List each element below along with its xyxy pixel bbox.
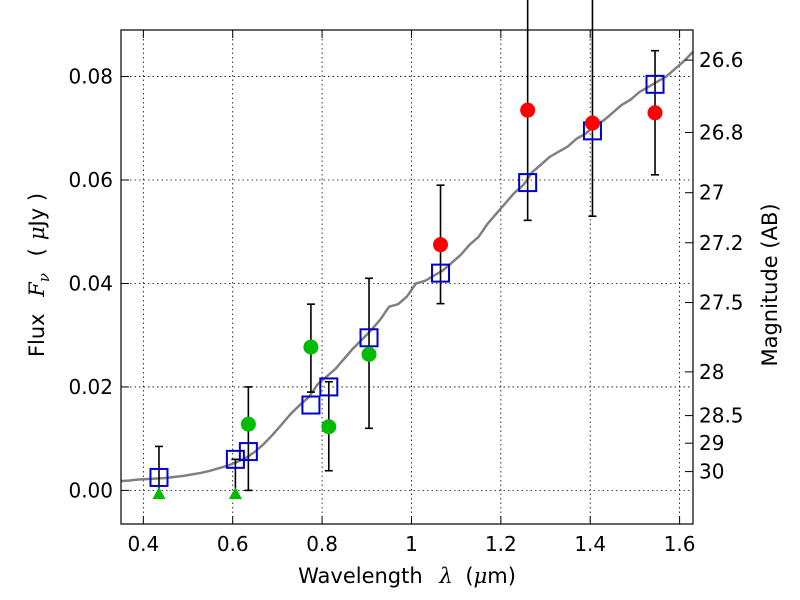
y2-tick-label: 26.6: [699, 48, 744, 72]
plot-frame: [120, 29, 694, 525]
y-tick-label: 0.02: [68, 375, 113, 399]
x-tick-label: 0.6: [217, 532, 249, 556]
y2-tick-label: 27.5: [699, 291, 744, 315]
y2-tick-label: 30: [699, 460, 724, 484]
y-axis-ticks: 0.00 0.02 0.04 0.06 0.08: [68, 65, 129, 502]
y-axis-label-subscript: ν: [35, 273, 53, 282]
y-axis-label-symbol: F: [25, 281, 49, 298]
y-tick-label: 0.06: [68, 168, 113, 192]
y2-tick-label: 28.5: [699, 404, 744, 428]
y-axis-label: Flux Fν ( μJy ): [25, 193, 54, 357]
model-photometry-point: [518, 173, 538, 193]
x-tick-label: 0.8: [306, 532, 338, 556]
x-tick-label: 1.2: [485, 532, 517, 556]
weak-detection-point: [321, 419, 337, 435]
y-axis-label-unit-open: (: [25, 248, 49, 256]
y2-axis-label: Magnitude (AB): [758, 203, 782, 366]
y2-tick-label: 29: [699, 431, 724, 455]
x-tick-label: 1.4: [574, 532, 606, 556]
model-photometry-point: [359, 328, 379, 348]
y2-tick-label: 27: [699, 181, 724, 205]
x-axis-label: Wavelength λ (μm): [298, 564, 516, 588]
detection-point: [520, 102, 536, 118]
detection-point: [433, 237, 449, 253]
model-photometry-point: [319, 377, 339, 397]
y-axis-label-unit-symbol: μ: [25, 226, 49, 240]
model-photometry-point: [149, 467, 169, 487]
model-photometry-point: [238, 442, 258, 462]
x-axis-ticks: 0.4 0.6 0.8 1 1.2 1.4 1.6: [127, 30, 696, 556]
y2-tick-label: 28: [699, 360, 724, 384]
y-axis-label-text: Flux: [25, 313, 49, 357]
y-tick-label: 0.08: [68, 65, 113, 89]
x-tick-label: 1.6: [664, 532, 696, 556]
x-axis-label-unit-open: (: [465, 564, 473, 588]
weak-detection-point: [303, 339, 319, 355]
y2-axis-ticks: 26.6 26.8 27 27.2 27.5 28 28.5 29 30: [685, 48, 744, 484]
y-axis-label-unit-rest: Jy ): [25, 193, 49, 229]
x-axis-label-unit-rest: m): [487, 564, 516, 588]
model-photometry-point: [301, 395, 321, 415]
x-axis-label-unit-symbol: μ: [474, 564, 488, 588]
x-tick-label: 1: [405, 532, 418, 556]
upper-limit-point: [228, 486, 242, 499]
detection-point: [584, 115, 600, 131]
model-photometry-point: [431, 263, 451, 283]
y-tick-label: 0.04: [68, 271, 113, 295]
y2-tick-label: 26.8: [699, 120, 744, 144]
y2-tick-label: 27.2: [699, 231, 744, 255]
upper-limit-point: [152, 486, 166, 499]
weak-detection-point: [240, 416, 256, 432]
grid-lines: [121, 30, 693, 524]
data-markers: [149, 74, 665, 499]
weak-detection-point: [361, 346, 377, 362]
detection-point: [647, 105, 663, 121]
x-axis-label-symbol: λ: [438, 564, 452, 588]
model-photometry-point: [645, 74, 665, 94]
x-axis-label-text: Wavelength: [298, 564, 423, 588]
y-tick-label: 0.00: [68, 478, 113, 502]
x-tick-label: 0.4: [127, 532, 159, 556]
plot-background: [121, 30, 693, 524]
